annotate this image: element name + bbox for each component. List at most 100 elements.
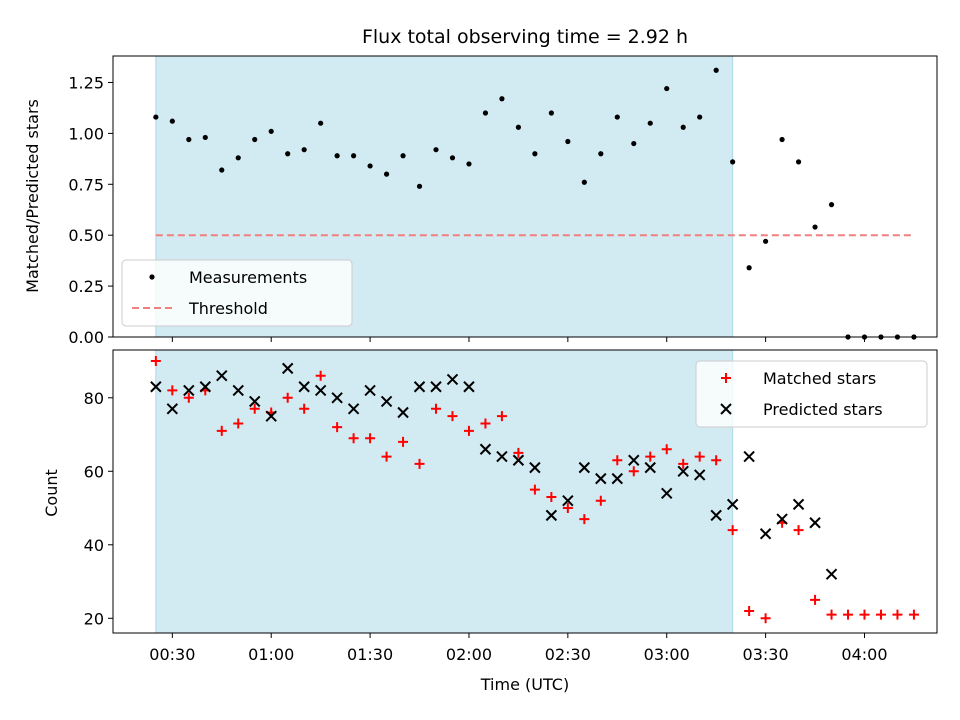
measurement-point <box>383 171 390 177</box>
matched-star-point <box>167 385 178 396</box>
plot-frame <box>112 349 938 634</box>
matched-star-point <box>249 403 260 414</box>
predicted-star-point <box>364 384 376 397</box>
predicted-star-point <box>611 472 623 485</box>
matched-star-point <box>546 492 557 503</box>
y-tick-label: 80 <box>84 389 104 408</box>
measurement-point <box>565 138 571 145</box>
measurement-point <box>499 96 505 102</box>
measurement-point <box>730 159 736 165</box>
predicted-star-point <box>281 362 294 375</box>
chart-title: Flux total observing time = 2.92 h <box>362 26 688 48</box>
matched-star-point <box>463 425 474 436</box>
predicted-star-point <box>413 381 426 393</box>
predicted-star-point <box>347 403 360 415</box>
predicted-star-point <box>677 465 689 477</box>
matched-star-point <box>645 451 656 462</box>
predicted-star-point <box>430 381 442 393</box>
x-tick-label: 01:00 <box>248 645 294 664</box>
y-tick-label: 0.75 <box>68 175 104 194</box>
predicted-star-point <box>479 443 492 455</box>
matched-star-point <box>431 403 442 414</box>
predicted-star-point <box>298 381 310 393</box>
matched-star-point <box>612 455 623 466</box>
predicted-star-point <box>446 373 459 386</box>
predicted-star-point <box>710 509 722 522</box>
measurement-point <box>482 110 489 116</box>
legend-box <box>121 259 353 327</box>
predicted-star-point <box>199 381 211 393</box>
measurement-point <box>548 110 554 116</box>
matched-star-point <box>859 609 870 620</box>
measurement-point <box>631 140 637 147</box>
measurement-point <box>433 147 439 153</box>
x-axis-label: Time (UTC) <box>480 675 569 694</box>
matched-star-point <box>365 433 376 444</box>
matched-star-point <box>908 609 919 620</box>
matched-star-point <box>299 403 310 414</box>
measurement-point <box>169 118 175 124</box>
matched-star-point <box>447 411 458 422</box>
matched-star-point <box>892 609 903 620</box>
series-matched-stars <box>150 356 919 624</box>
predicted-star-point <box>825 568 838 580</box>
matched-star-point <box>694 451 705 462</box>
predicted-star-point <box>809 517 821 529</box>
matched-star-point <box>562 503 573 514</box>
plot-frame <box>112 55 938 338</box>
measurement-point <box>301 147 307 153</box>
predicted-star-point <box>216 370 228 382</box>
matched-star-point <box>332 422 343 433</box>
x-tick-label: 02:00 <box>446 645 492 664</box>
measurement-point <box>334 153 340 159</box>
matched-star-point <box>826 609 837 620</box>
matched-star-point <box>381 451 392 462</box>
predicted-star-point <box>512 454 525 466</box>
measurement-point <box>598 151 604 157</box>
measurement-point <box>680 124 686 130</box>
predicted-star-point <box>314 384 327 397</box>
matched-star-point <box>282 392 293 403</box>
measurement-point <box>416 183 423 189</box>
measurement-point <box>219 167 225 173</box>
measurement-point <box>285 151 291 157</box>
matched-star-point <box>727 525 738 536</box>
measurement-point <box>812 224 818 230</box>
matched-star-point <box>810 594 821 605</box>
legend-label: Predicted stars <box>763 400 883 419</box>
measurement-point <box>268 128 274 134</box>
matched-star-point <box>414 458 425 469</box>
y-tick-label: 0.50 <box>68 226 104 245</box>
matched-star-point <box>233 418 244 429</box>
matched-star-point <box>315 370 326 381</box>
matched-star-point <box>678 458 689 469</box>
x-tick-label: 00:30 <box>149 645 195 664</box>
series-predicted-stars <box>150 362 838 580</box>
predicted-star-point <box>496 450 508 463</box>
matched-star-point <box>628 466 639 477</box>
predicted-star-point <box>150 381 162 393</box>
measurement-point <box>515 124 522 130</box>
y-tick-label: 60 <box>84 462 104 481</box>
predicted-star-point <box>792 498 805 511</box>
legend-marker-matched <box>721 373 731 383</box>
y-axis-label-bottom: Count <box>42 469 61 517</box>
matched-star-point <box>875 609 886 620</box>
predicted-star-point <box>578 461 591 474</box>
y-tick-label: 0.25 <box>68 277 104 296</box>
matched-star-point <box>793 525 804 536</box>
measurement-point <box>400 153 406 159</box>
measurement-point <box>449 155 456 161</box>
predicted-star-point <box>776 513 788 525</box>
measurement-point <box>746 265 752 271</box>
matched-star-point <box>760 613 771 624</box>
predicted-star-point <box>166 403 179 415</box>
matched-star-point <box>843 609 854 620</box>
matched-star-point <box>595 495 606 506</box>
matched-star-point <box>480 418 491 429</box>
matched-star-point <box>661 444 672 455</box>
y-tick-label: 1.00 <box>68 124 104 143</box>
matched-star-point <box>744 605 755 616</box>
measurement-point <box>252 136 258 143</box>
predicted-star-point <box>331 392 343 404</box>
